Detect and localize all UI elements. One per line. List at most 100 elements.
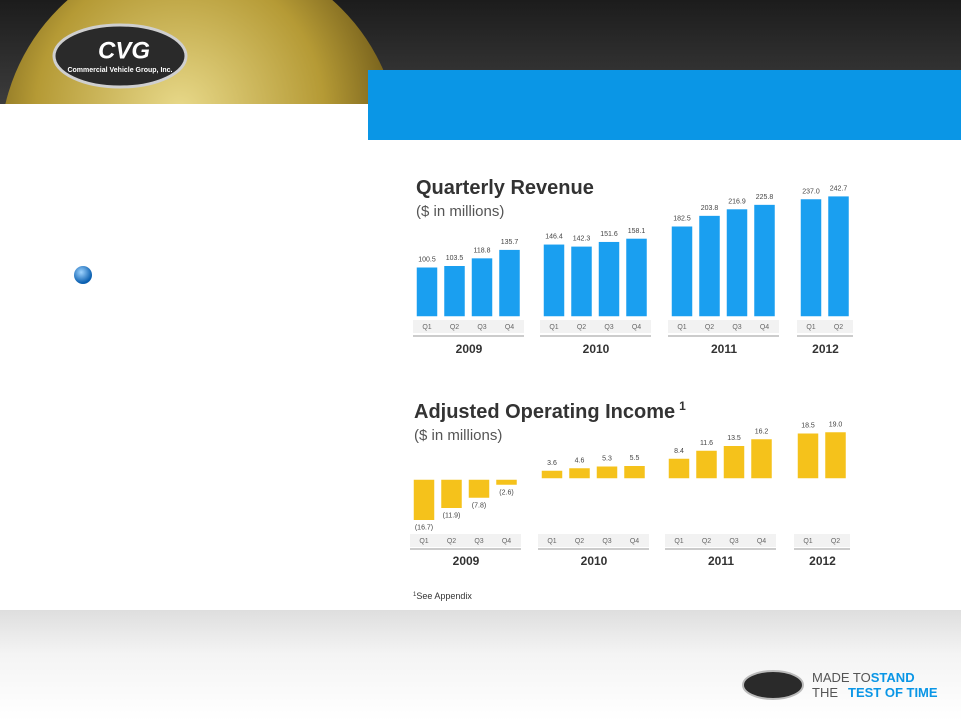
chart-title-text: Quarterly Revenue — [416, 177, 594, 199]
value-label: 118.8 — [474, 247, 491, 254]
x-tick-label: Q1 — [677, 324, 686, 331]
bar — [567, 466, 592, 480]
value-label: 19.0 — [829, 421, 843, 428]
bar — [670, 225, 694, 318]
footnote: 1See Appendix — [413, 591, 472, 601]
chart-subtitle: ($ in millions) — [414, 427, 502, 444]
value-label: 237.0 — [802, 188, 820, 195]
bar — [569, 245, 594, 318]
group-panel — [668, 320, 779, 333]
year-label: 2011 — [711, 342, 737, 356]
tagline-bold: STAND — [871, 670, 915, 685]
year-label: 2009 — [453, 554, 480, 568]
logo-badge — [52, 23, 188, 89]
bar — [622, 464, 647, 480]
tagline-text: MADE TO — [812, 670, 871, 685]
bar — [540, 469, 564, 480]
chart-subtitle: ($ in millions) — [416, 203, 504, 220]
group-panel — [797, 320, 853, 333]
bar — [799, 197, 823, 318]
x-tick-label: Q2 — [575, 538, 584, 545]
group-panel — [665, 534, 776, 547]
year-label: 2011 — [708, 554, 734, 568]
bar — [752, 203, 777, 318]
bar — [415, 266, 439, 318]
x-tick-label: Q4 — [632, 324, 641, 331]
value-label: 13.5 — [727, 435, 741, 442]
x-tick-label: Q2 — [831, 538, 840, 545]
value-label: 151.6 — [600, 231, 618, 238]
value-label: (2.6) — [499, 489, 513, 496]
x-tick-label: Q3 — [732, 324, 741, 331]
bar — [694, 449, 719, 480]
year-label: 2012 — [809, 554, 836, 568]
x-tick-label: Q1 — [547, 538, 556, 545]
x-tick-label: Q4 — [505, 324, 514, 331]
bar — [542, 243, 566, 318]
value-label: 18.5 — [801, 423, 815, 430]
value-label: 158.1 — [628, 228, 646, 235]
tagline-1: MADE TOSTAND — [812, 670, 915, 685]
x-tick-label: Q3 — [602, 538, 611, 545]
footnote-marker: 1 — [413, 592, 417, 598]
x-tick-label: Q2 — [450, 324, 459, 331]
x-tick-label: Q4 — [630, 538, 639, 545]
x-tick-label: Q2 — [702, 538, 711, 545]
title-band — [368, 70, 961, 140]
value-label: 4.6 — [575, 457, 585, 464]
logo-name: CVG — [98, 37, 150, 64]
value-label: 103.5 — [446, 255, 464, 262]
bar — [796, 432, 820, 480]
bar — [442, 264, 467, 318]
bar — [725, 207, 749, 318]
bar — [467, 478, 491, 500]
bar — [470, 256, 494, 318]
bar — [722, 444, 746, 480]
bar — [497, 248, 522, 318]
x-tick-label: Q3 — [474, 538, 483, 545]
x-tick-label: Q3 — [729, 538, 738, 545]
group-panel — [538, 534, 649, 547]
bar — [595, 465, 619, 480]
year-label: 2012 — [812, 342, 839, 356]
group-panel — [794, 534, 850, 547]
x-tick-label: Q1 — [422, 324, 431, 331]
x-tick-label: Q4 — [502, 538, 511, 545]
x-tick-label: Q2 — [447, 538, 456, 545]
group-panel — [410, 534, 521, 547]
x-tick-label: Q3 — [477, 324, 486, 331]
bar — [749, 437, 774, 480]
year-label: 2010 — [581, 554, 608, 568]
value-label: 242.7 — [830, 185, 848, 192]
x-tick-label: Q2 — [705, 324, 714, 331]
year-label: 2009 — [456, 342, 483, 356]
bar — [667, 457, 691, 480]
x-tick-label: Q2 — [834, 324, 843, 331]
x-tick-label: Q4 — [757, 538, 766, 545]
group-panel — [540, 320, 651, 333]
bar — [823, 430, 848, 480]
value-label: 100.5 — [418, 257, 436, 264]
value-label: 225.8 — [756, 194, 774, 201]
tagline-text: THE — [812, 685, 838, 700]
value-label: (7.8) — [472, 502, 486, 509]
footnote-text: See Appendix — [416, 591, 472, 601]
bar — [597, 240, 621, 318]
chart-title-text: Adjusted Operating Income — [414, 401, 675, 423]
x-tick-label: Q1 — [549, 324, 558, 331]
bar — [494, 478, 519, 487]
x-tick-label: Q2 — [577, 324, 586, 331]
value-label: 182.5 — [673, 216, 691, 223]
value-label: 11.6 — [700, 440, 713, 447]
logo-company: Commercial Vehicle Group, Inc. — [67, 67, 172, 74]
group-panel — [413, 320, 524, 333]
x-tick-label: Q1 — [674, 538, 683, 545]
value-label: (11.9) — [443, 513, 461, 520]
value-label: 16.2 — [755, 428, 769, 435]
footer-band — [0, 610, 961, 721]
value-label: 146.4 — [545, 234, 563, 241]
value-label: 5.3 — [602, 456, 612, 463]
chart-title: Quarterly Revenue — [416, 177, 594, 199]
bar — [697, 214, 722, 318]
